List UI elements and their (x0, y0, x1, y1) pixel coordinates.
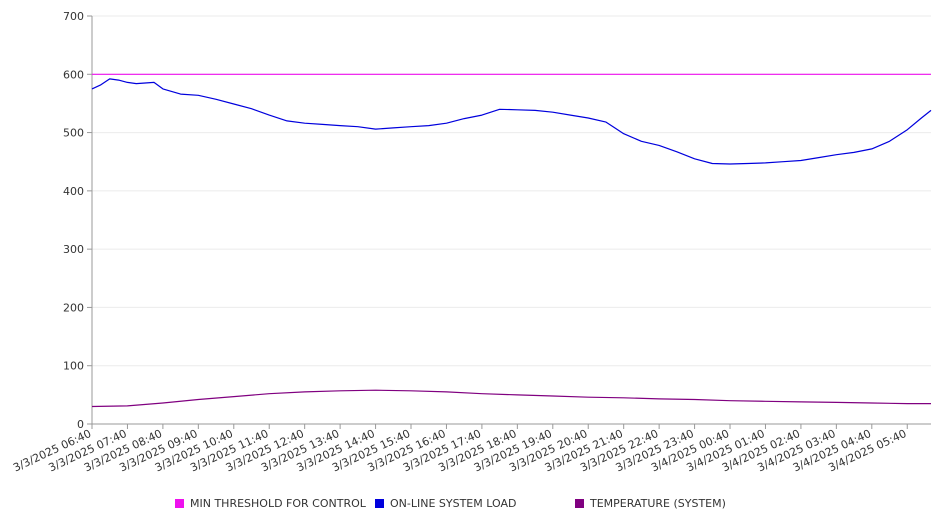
grid-lines (92, 15, 931, 367)
y-tick-label: 500 (63, 127, 84, 140)
legend-label-load: ON-LINE SYSTEM LOAD (390, 497, 517, 510)
legend-swatch-temperature (575, 499, 584, 508)
legend-label-temperature: TEMPERATURE (SYSTEM) (590, 497, 726, 510)
y-tick-label: 100 (63, 360, 84, 373)
y-tick-label: 400 (63, 185, 84, 198)
series-line-temperature (91, 389, 931, 408)
legend: MIN THRESHOLD FOR CONTROL ON-LINE SYSTEM… (175, 497, 935, 517)
legend-item-threshold: MIN THRESHOLD FOR CONTROL (175, 497, 366, 510)
series-lines (91, 73, 932, 408)
y-axis: 0 100 200 300 400 500 600 700 (63, 10, 93, 431)
legend-label-threshold: MIN THRESHOLD FOR CONTROL (190, 497, 366, 510)
legend-item-load: ON-LINE SYSTEM LOAD (375, 497, 516, 510)
legend-swatch-load (375, 499, 384, 508)
legend-swatch-threshold (175, 499, 184, 508)
legend-item-temperature: TEMPERATURE (SYSTEM) (575, 497, 726, 510)
y-tick-label: 600 (63, 68, 84, 81)
y-tick-label: 300 (63, 243, 84, 256)
y-tick-label: 200 (63, 301, 84, 314)
series-line-load (91, 78, 932, 165)
x-axis: 3/3/2025 06:403/3/2025 07:403/3/2025 08:… (11, 423, 931, 474)
y-tick-label: 700 (63, 10, 84, 23)
y-tick-label: 0 (77, 418, 84, 431)
